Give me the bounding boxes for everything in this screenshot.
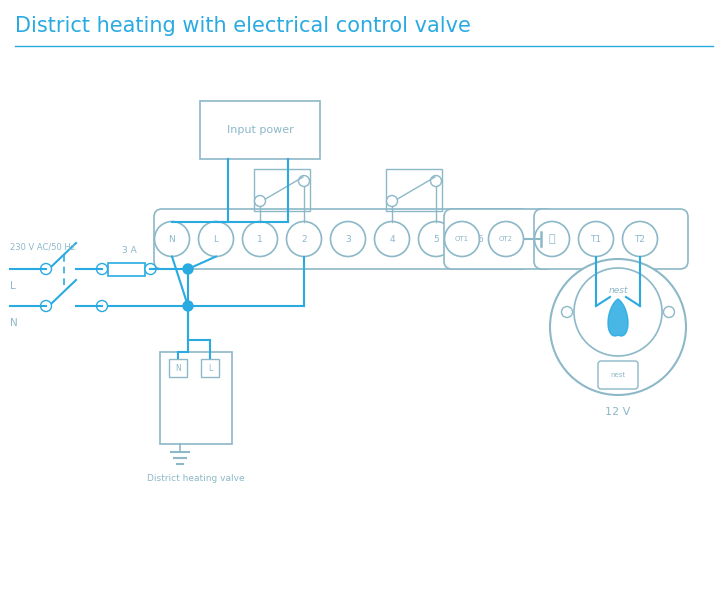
Circle shape [445, 222, 480, 257]
Text: OT1: OT1 [455, 236, 469, 242]
Text: L: L [208, 364, 212, 372]
Text: N: N [169, 235, 175, 244]
Circle shape [534, 222, 569, 257]
Text: 3: 3 [345, 235, 351, 244]
FancyBboxPatch shape [160, 352, 232, 444]
Circle shape [287, 222, 322, 257]
Text: nest: nest [611, 372, 625, 378]
Circle shape [154, 222, 189, 257]
Circle shape [663, 307, 675, 318]
Text: N: N [10, 318, 17, 328]
Text: 230 V AC/50 Hz: 230 V AC/50 Hz [10, 242, 75, 251]
Circle shape [550, 259, 686, 395]
Circle shape [561, 307, 572, 318]
Text: District heating with electrical control valve: District heating with electrical control… [15, 16, 471, 36]
FancyBboxPatch shape [444, 209, 554, 269]
Text: Input power: Input power [226, 125, 293, 135]
Circle shape [97, 264, 108, 274]
FancyBboxPatch shape [154, 209, 530, 269]
Text: 12 V: 12 V [606, 407, 630, 417]
Circle shape [97, 301, 108, 311]
Text: District heating valve: District heating valve [147, 474, 245, 483]
Circle shape [622, 222, 657, 257]
Text: OT2: OT2 [499, 236, 513, 242]
Circle shape [387, 195, 397, 207]
Text: nest: nest [609, 286, 628, 295]
Circle shape [255, 195, 266, 207]
Text: L: L [213, 235, 218, 244]
Circle shape [41, 301, 52, 311]
Text: 4: 4 [389, 235, 395, 244]
FancyBboxPatch shape [598, 361, 638, 389]
FancyBboxPatch shape [534, 209, 688, 269]
FancyBboxPatch shape [200, 101, 320, 159]
Circle shape [242, 222, 277, 257]
Circle shape [298, 175, 309, 187]
Circle shape [183, 301, 193, 311]
Circle shape [199, 222, 234, 257]
FancyBboxPatch shape [169, 359, 187, 377]
Polygon shape [608, 299, 628, 336]
Circle shape [419, 222, 454, 257]
Text: 5: 5 [433, 235, 439, 244]
Circle shape [41, 264, 52, 274]
Text: L: L [10, 281, 16, 291]
Text: N: N [175, 364, 181, 372]
Text: T2: T2 [635, 235, 646, 244]
FancyBboxPatch shape [201, 359, 219, 377]
Circle shape [574, 268, 662, 356]
Text: 2: 2 [301, 235, 306, 244]
FancyBboxPatch shape [108, 263, 145, 276]
Circle shape [462, 222, 497, 257]
Circle shape [488, 222, 523, 257]
Text: 1: 1 [257, 235, 263, 244]
Circle shape [331, 222, 365, 257]
Circle shape [145, 264, 156, 274]
Circle shape [183, 264, 193, 274]
Text: 6: 6 [477, 235, 483, 244]
Circle shape [374, 222, 409, 257]
Circle shape [579, 222, 614, 257]
Text: T1: T1 [590, 235, 601, 244]
Text: 3 A: 3 A [122, 246, 136, 255]
Circle shape [430, 175, 441, 187]
Text: ⏚: ⏚ [549, 234, 555, 244]
